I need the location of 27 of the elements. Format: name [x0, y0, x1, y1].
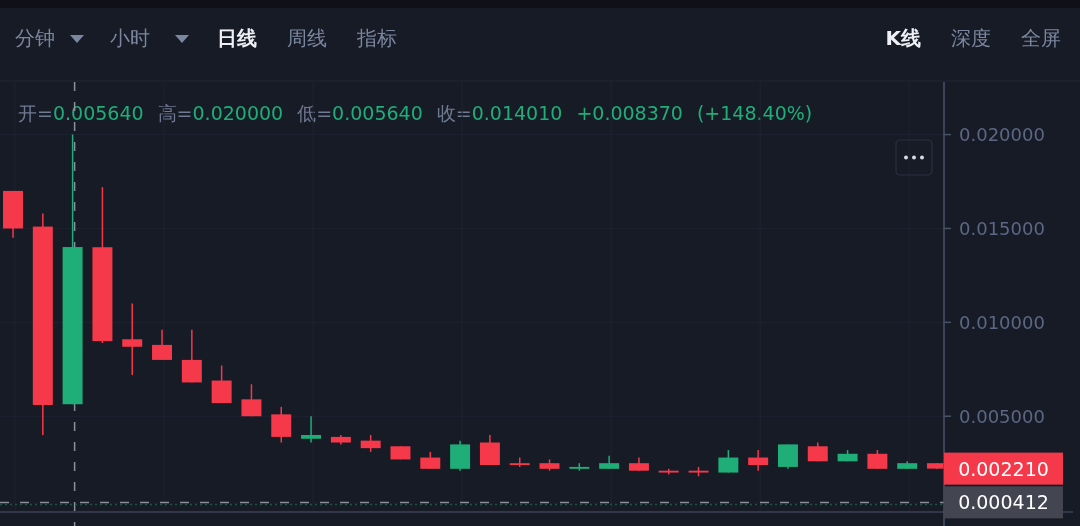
candlestick [211, 364, 232, 404]
candlestick [181, 329, 202, 384]
text: 指标 [356, 26, 397, 50]
ref-line-label: 0.000412 [958, 491, 1049, 514]
text: 0.002210 [958, 457, 1049, 480]
candlestick [152, 329, 173, 361]
candlestick [271, 406, 292, 444]
text: K线 [885, 26, 921, 50]
y-tick-label: 0.010000 [959, 311, 1045, 333]
y-tick-label: 0.015000 [959, 217, 1045, 239]
text: 日线 [217, 26, 257, 50]
text: 分钟 [15, 26, 55, 50]
text: 开=0.005640 高=0.020000 低=0.005640 收=0.014010 +0.008370 (+148.40%) [18, 102, 813, 124]
text: 全屏 [1021, 26, 1061, 50]
candlestick [301, 415, 322, 444]
candlestick [777, 443, 798, 470]
candlestick [867, 449, 888, 470]
candlestick [479, 434, 500, 466]
text: 小时 [110, 26, 150, 50]
candlestick [718, 449, 739, 474]
text: 周线 [287, 26, 327, 50]
candlestick [748, 449, 769, 472]
candlestick [241, 383, 262, 417]
candlestick [122, 302, 143, 376]
y-tick-label: 0.020000 [959, 124, 1045, 146]
y-tick-label: 0.005000 [959, 405, 1045, 427]
text: 深度 [951, 26, 991, 50]
